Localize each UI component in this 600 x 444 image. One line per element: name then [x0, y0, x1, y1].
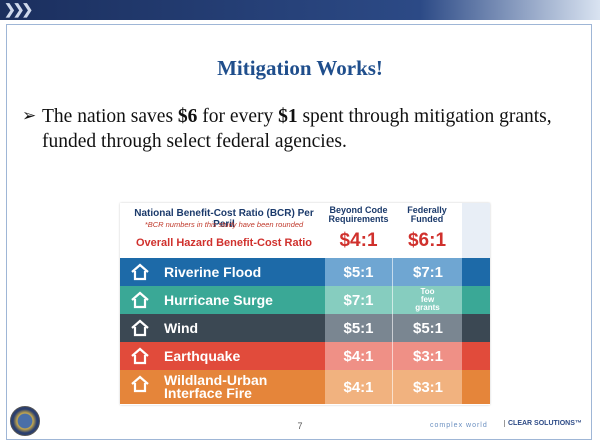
- ratio-cell: $3:1: [392, 342, 463, 370]
- tagline: complex world: [430, 422, 488, 429]
- frame: [6, 24, 592, 440]
- chevrons: ❯❯❯: [4, 1, 33, 17]
- strip: [462, 314, 490, 342]
- ratio-cell: $4:1: [325, 342, 392, 370]
- logo: [10, 406, 40, 436]
- peril-icon: [130, 347, 150, 365]
- strip: [462, 258, 490, 286]
- overall-value: $6:1: [407, 230, 447, 251]
- ratio-cell: $3:1: [392, 370, 463, 404]
- text: for every: [197, 106, 279, 127]
- peril-icon: [130, 319, 150, 337]
- peril-icon: [130, 375, 150, 393]
- peril-name: Wind: [164, 319, 199, 336]
- page-number: 7: [297, 421, 303, 431]
- bullet-text: The nation saves $6 for every $1 spent t…: [42, 104, 572, 154]
- table-row: Wildland-Urban Interface Fire $4:1 $3:1: [120, 370, 490, 404]
- bold-text: $1: [278, 106, 298, 127]
- table-row: Hurricane Surge $7:1 Too few grants: [120, 286, 490, 314]
- overall-label: Overall Hazard Benefit-Cost Ratio: [135, 237, 313, 249]
- peril-name: Wildland-Urban Interface Fire: [164, 372, 268, 401]
- peril-icon: [130, 263, 150, 281]
- ratio-cell: $5:1: [325, 314, 392, 342]
- bullet-marker: ➢: [22, 106, 37, 125]
- table-row: Earthquake $4:1 $3:1: [120, 342, 490, 370]
- ratio-cell: $7:1: [392, 258, 463, 286]
- slogan: CLEAR SOLUTIONS™: [504, 420, 582, 427]
- strip: [462, 203, 490, 258]
- ratio-cell: $4:1: [325, 370, 392, 404]
- ratio-cell: Too few grants: [392, 286, 462, 314]
- peril-name: Hurricane Surge: [164, 291, 273, 308]
- text: spent through mitigation grants, funded …: [42, 106, 552, 152]
- ratio-cell: $7:1: [325, 286, 392, 314]
- text: The nation saves: [42, 106, 178, 127]
- peril-icon: [130, 291, 150, 309]
- table-note: *BCR numbers in this study have been rou…: [144, 220, 304, 229]
- strip: [462, 286, 490, 314]
- table-row: Riverine Flood $5:1 $7:1: [120, 258, 490, 286]
- strip: [462, 370, 490, 404]
- ratio-cell: $5:1: [325, 258, 392, 286]
- peril-name: Riverine Flood: [164, 263, 262, 280]
- bold-text: $6: [177, 106, 198, 127]
- ratio-cell: $5:1: [392, 314, 463, 342]
- column-header: Beyond Code Requirements: [328, 205, 389, 224]
- table-heading: National Benefit-Cost Ratio (BCR) Per Pe…: [134, 208, 314, 230]
- overall-value: $4:1: [339, 230, 378, 251]
- bcr-table: National Benefit-Cost Ratio (BCR) Per Pe…: [120, 203, 490, 405]
- slide-title: Mitigation Works!: [217, 56, 383, 80]
- table-row: Wind $5:1 $5:1: [120, 314, 490, 342]
- column-header: Federally Funded: [407, 205, 447, 224]
- strip: [462, 342, 490, 370]
- peril-name: Earthquake: [164, 347, 241, 364]
- top-bar: [0, 0, 600, 20]
